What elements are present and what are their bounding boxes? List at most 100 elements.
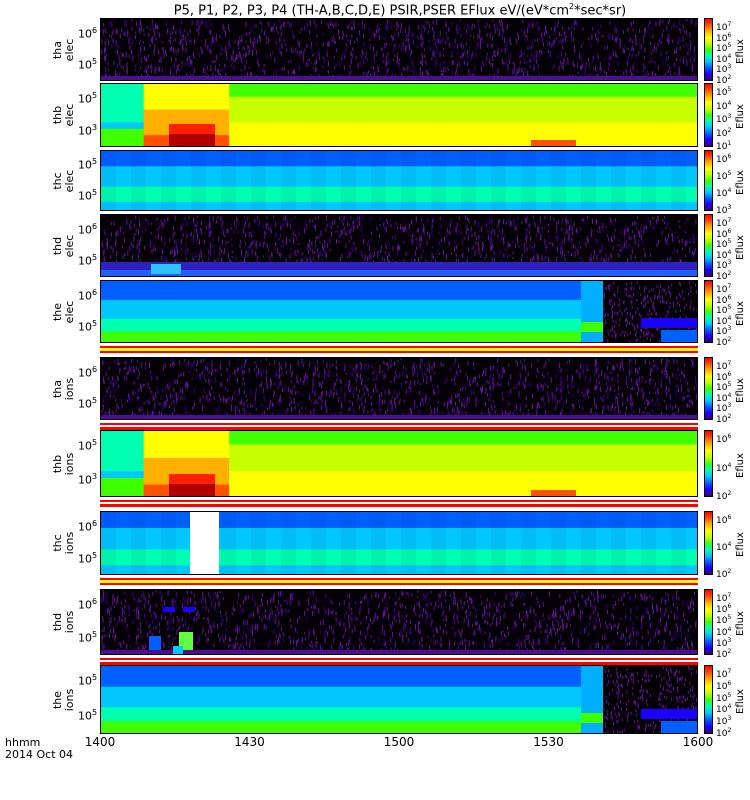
colorbar-tick: 104	[716, 461, 732, 474]
separator-band	[100, 346, 698, 353]
colorbar-tick: 103	[716, 636, 732, 649]
ytick-label: 105	[78, 673, 98, 688]
colorbar-tick: 103	[716, 113, 732, 125]
panel-ylabel: tha elec	[51, 20, 76, 80]
panel-ylabel: the elec	[51, 282, 76, 342]
colorbar-label: Eflux	[735, 169, 746, 195]
colorbar-tick: 102	[716, 74, 732, 86]
ytick-label: 105	[78, 90, 98, 106]
colorbar-tick: 107	[716, 592, 732, 604]
ylabel-species: ions	[63, 688, 76, 711]
colorbar-tick: 106	[716, 293, 732, 306]
panel-ylabel: thc ions	[51, 513, 76, 573]
spectrogram-thb_i	[100, 430, 698, 497]
colorbar-tick: 103	[716, 63, 732, 76]
colorbar-label: Eflux	[735, 377, 746, 403]
colorbar-tick: 103	[716, 402, 732, 415]
colorbar-tick: 102	[716, 336, 732, 348]
colorbar	[704, 280, 713, 343]
colorbar-tick: 103	[716, 715, 732, 728]
colorbar-tick: 102	[716, 727, 732, 739]
colorbar	[704, 83, 713, 147]
ylabel-species: ions	[63, 610, 76, 634]
colorbar-tick: 106	[716, 433, 732, 445]
spectrogram-thc_i	[100, 511, 698, 575]
colorbar-tick: 102	[716, 490, 732, 502]
colorbar-tick: 105	[716, 614, 732, 627]
colorbar-tick: 106	[716, 514, 732, 526]
ytick-label: 105	[78, 57, 98, 72]
panel-ylabel: tha ions	[51, 359, 76, 419]
colorbar-label: Eflux	[735, 38, 746, 64]
xtick-label: 1400	[84, 735, 116, 749]
panel-ylabel: the ions	[51, 670, 76, 730]
ylabel-species: ions	[63, 531, 76, 555]
colorbar-tick: 104	[716, 314, 732, 327]
colorbar-tick: 103	[716, 204, 732, 216]
plot-title: P5, P1, P2, P3, P4 (TH-A,B,C,D,E) PSIR,P…	[173, 2, 627, 19]
colorbar-tick: 102	[716, 568, 732, 580]
colorbar-tick: 105	[716, 304, 732, 317]
ytick-label: 105	[78, 629, 98, 645]
colorbar-tick: 105	[716, 691, 732, 704]
colorbar-tick: 102	[716, 126, 732, 139]
colorbar-tick: 105	[716, 381, 732, 394]
colorbar-tick: 105	[716, 238, 732, 251]
xtick-label: 1530	[533, 735, 564, 749]
colorbar	[704, 357, 713, 420]
x-axis-units: hhmm 2014 Oct 04	[5, 736, 74, 761]
colorbar-tick: 102	[716, 270, 732, 282]
colorbar	[704, 214, 713, 277]
separator-band	[100, 578, 698, 585]
spectrogram-tha	[100, 18, 698, 81]
panel-ylabel: thc elec	[51, 151, 76, 211]
colorbar-tick: 107	[716, 360, 732, 372]
colorbar-tick: 103	[716, 259, 732, 272]
ytick-label: 105	[78, 396, 98, 411]
colorbar-tick: 107	[716, 283, 732, 295]
colorbar-tick: 107	[716, 668, 732, 680]
colorbar	[704, 665, 713, 734]
colorbar-tick: 105	[716, 86, 732, 98]
colorbar-tick: 106	[716, 603, 732, 616]
separator-band	[100, 423, 698, 430]
xtick-label: 1500	[383, 735, 415, 749]
ylabel-species: elec	[63, 103, 76, 127]
spectrogram-the_i	[100, 665, 698, 734]
ylabel-species: elec	[63, 300, 76, 323]
ytick-label: 105	[78, 550, 98, 566]
spectrogram-thc	[100, 150, 698, 211]
colorbar-tick: 106	[716, 153, 732, 165]
colorbar-tick: 106	[716, 679, 732, 692]
colorbar-tick: 102	[716, 648, 732, 660]
ytick-label: 105	[78, 319, 98, 334]
colorbar-tick: 103	[716, 325, 732, 338]
xtick-label: 1600	[682, 735, 714, 749]
panel-ylabel: thb ions	[51, 434, 76, 494]
xtick-label: 1430	[234, 735, 265, 749]
colorbar	[704, 511, 713, 575]
ytick-label: 106	[78, 518, 98, 534]
colorbar-tick: 104	[716, 99, 732, 112]
ylabel-species: ions	[63, 377, 76, 400]
panel-ylabel: thd elec	[51, 216, 76, 276]
colorbar-tick: 104	[716, 248, 732, 261]
colorbar-label: Eflux	[735, 611, 746, 636]
ylabel-species: elec	[63, 234, 76, 257]
panel-ylabel: thb elec	[51, 85, 76, 145]
colorbar-label: Eflux	[735, 234, 746, 260]
ylabel-species: elec	[63, 169, 76, 192]
separator-band	[100, 658, 698, 665]
ylabel-species: elec	[63, 38, 76, 61]
ytick-label: 106	[78, 364, 98, 380]
colorbar-label: Eflux	[735, 300, 746, 326]
colorbar-tick: 104	[716, 541, 732, 553]
ytick-label: 105	[78, 157, 98, 172]
ylabel-species: ions	[63, 452, 76, 475]
ytick-label: 103	[78, 471, 98, 487]
ytick-label: 105	[78, 253, 98, 268]
spectrogram-tha_i	[100, 357, 698, 420]
spectrogram-thd_i	[100, 589, 698, 655]
colorbar-tick: 107	[716, 21, 732, 33]
colorbar-label: Eflux	[735, 452, 746, 478]
